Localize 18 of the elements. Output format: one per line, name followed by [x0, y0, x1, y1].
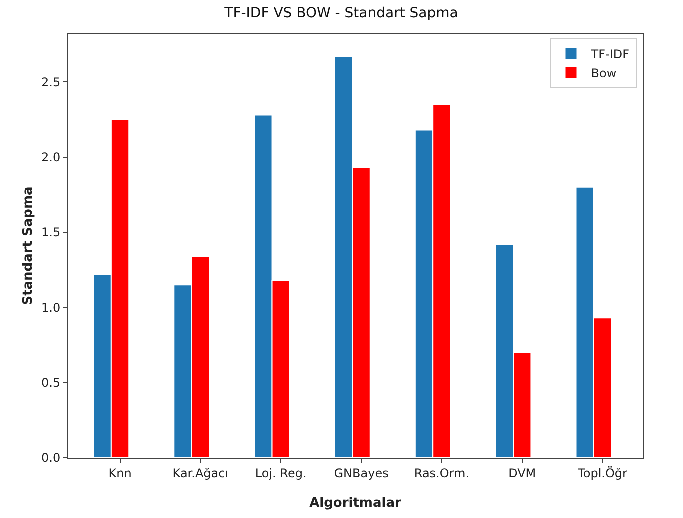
- y-tick-label: 1.0: [42, 300, 61, 315]
- y-tick-label: 0.0: [42, 451, 61, 466]
- legend-label: Bow: [591, 66, 617, 80]
- legend-label: TF-IDF: [590, 47, 630, 62]
- y-tick-label: 2.0: [42, 150, 61, 164]
- chart-title: TF-IDF VS BOW - Standart Sapma: [224, 6, 458, 22]
- x-tick-label: Topl.Öğr: [577, 466, 628, 480]
- x-tick-label: Loj. Reg.: [255, 466, 307, 480]
- x-tick-label: GNBayes: [334, 466, 389, 480]
- y-tick-label: 2.5: [42, 75, 61, 90]
- y-tick-label: 1.5: [42, 226, 61, 240]
- x-tick-label: Knn: [108, 466, 132, 480]
- y-axis-title: Standart Sapma: [21, 186, 36, 306]
- x-tick-label: Ras.Orm.: [414, 466, 470, 480]
- x-tick-label: Kar.Ağacı: [172, 466, 229, 480]
- y-tick-label: 0.5: [42, 376, 61, 390]
- x-tick-label: DVM: [508, 466, 536, 480]
- x-axis-title: Algoritmalar: [310, 496, 402, 511]
